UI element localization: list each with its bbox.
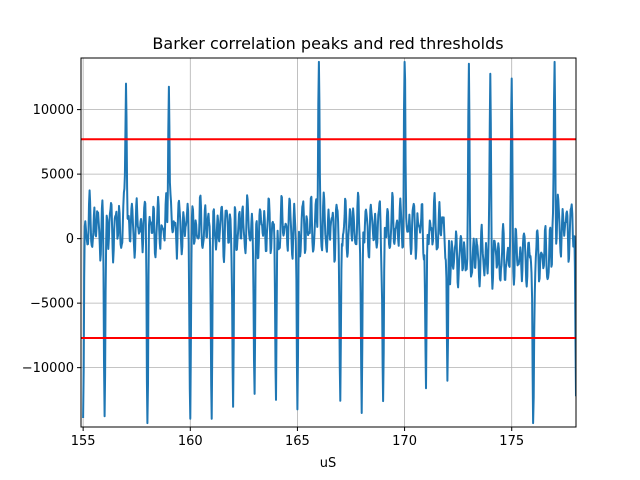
x-axis-label: uS [320, 456, 337, 471]
y-tick-label: 5000 [41, 168, 74, 183]
correlation-series-line [82, 60, 576, 425]
x-tick-label: 175 [499, 434, 524, 449]
plot-frame [80, 57, 577, 428]
y-tick-label: −10000 [22, 361, 74, 376]
grid-lines [81, 58, 576, 427]
x-axis-ticks: 155 160 165 170 175 [71, 427, 524, 449]
series-layer [82, 60, 576, 425]
x-tick-label: 160 [178, 434, 203, 449]
x-tick-label: 165 [285, 434, 310, 449]
y-tick-label: −5000 [30, 297, 74, 312]
chart-title: Barker correlation peaks and red thresho… [152, 34, 503, 53]
threshold-lines [81, 138, 576, 339]
y-tick-label: 0 [66, 232, 74, 247]
x-tick-label: 170 [392, 434, 417, 449]
x-tick-label: 155 [71, 434, 96, 449]
y-tick-label: 10000 [33, 103, 74, 118]
y-axis-ticks: −10000 −5000 0 5000 10000 [22, 103, 81, 376]
